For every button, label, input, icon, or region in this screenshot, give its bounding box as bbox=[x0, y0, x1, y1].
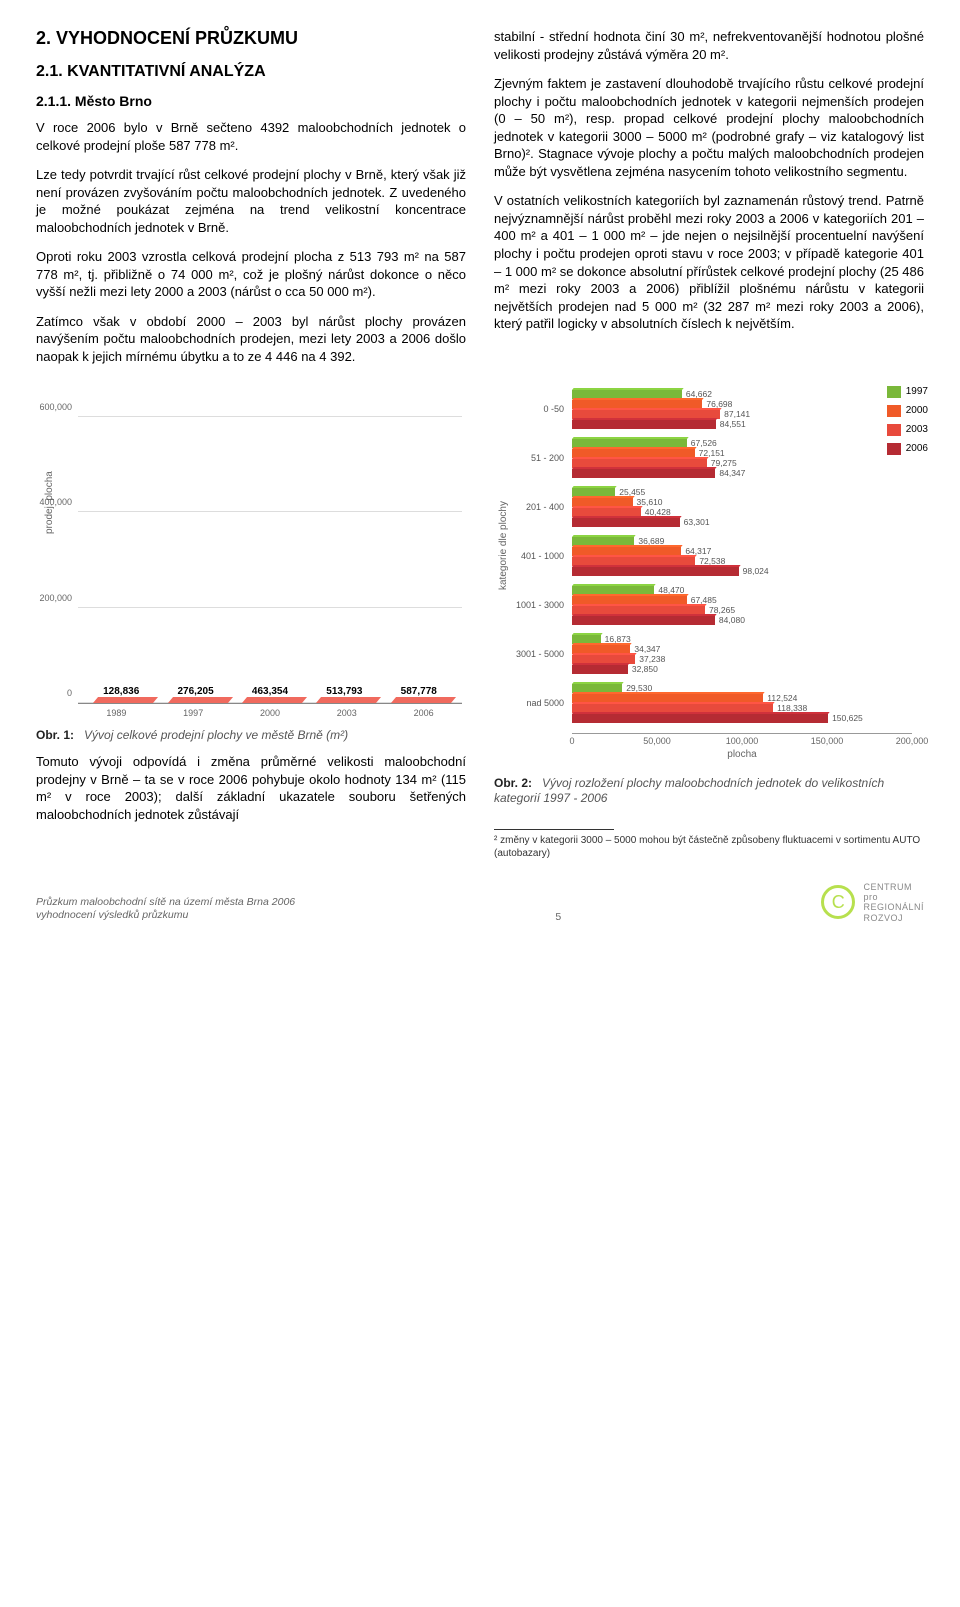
para: Zatímco však v období 2000 – 2003 byl ná… bbox=[36, 313, 466, 366]
hbar bbox=[572, 420, 716, 429]
bar-chart-ytick: 600,000 bbox=[30, 402, 72, 412]
hbar-group: 3001 - 500016,87334,34737,23832,850 bbox=[572, 635, 924, 674]
footer-logo: C CENTRUM pro REGIONÁLNÍ ROZVOJ bbox=[821, 882, 924, 923]
hbar bbox=[572, 714, 828, 723]
bar-chart-col: prodej. plocha 0200,000400,000600,000128… bbox=[36, 386, 466, 860]
hbar-xtick: 50,000 bbox=[643, 736, 671, 746]
hbar-xtick: 100,000 bbox=[726, 736, 759, 746]
hbar-group-label: 1001 - 3000 bbox=[494, 600, 564, 610]
page-number: 5 bbox=[555, 911, 561, 923]
fig2-label: Obr. 2: bbox=[494, 776, 532, 790]
bar-chart-ytick: 400,000 bbox=[30, 497, 72, 507]
hbar-group: 0 -5064,66276,69887,14184,551 bbox=[572, 390, 924, 429]
hbar-value-label: 32,850 bbox=[632, 664, 658, 674]
hbar-value-label: 34,347 bbox=[634, 644, 660, 654]
hbar-value-label: 98,024 bbox=[743, 566, 769, 576]
fig1-text: Vývoj celkové prodejní plochy ve městě B… bbox=[84, 728, 348, 742]
fig1-caption: Obr. 1: Vývoj celkové prodejní plochy ve… bbox=[36, 728, 466, 744]
left-text-col: 2. VYHODNOCENÍ PRŮZKUMU 2.1. KVANTITATIV… bbox=[36, 28, 466, 378]
hbar-xtick: 0 bbox=[569, 736, 574, 746]
bar-chart-xtick: 1997 bbox=[164, 704, 222, 718]
heading-3: 2.1.1. Město Brno bbox=[36, 93, 466, 109]
fig2-caption: Obr. 2: Vývoj rozložení plochy maloobcho… bbox=[494, 776, 924, 807]
hbar-group-label: 201 - 400 bbox=[494, 502, 564, 512]
hbar-xtick: 150,000 bbox=[811, 736, 844, 746]
footer-left: Průzkum maloobchodní sítě na území města… bbox=[36, 896, 295, 923]
bar-value-label: 463,354 bbox=[252, 686, 288, 697]
logo-circle-icon: C bbox=[821, 885, 855, 919]
hbar-group-label: 51 - 200 bbox=[494, 453, 564, 463]
hbar-value-label: 63,301 bbox=[684, 517, 710, 527]
footnote: ² změny v kategorii 3000 – 5000 mohou bý… bbox=[494, 834, 924, 860]
bar-value-label: 513,793 bbox=[326, 686, 362, 697]
footer-line2: vyhodnocení výsledků průzkumu bbox=[36, 909, 188, 921]
top-text-columns: 2. VYHODNOCENÍ PRŮZKUMU 2.1. KVANTITATIV… bbox=[36, 28, 924, 378]
footer-line1: Průzkum maloobchodní sítě na území města… bbox=[36, 896, 295, 908]
hbar-ylabel: kategorie dle plochy bbox=[498, 501, 509, 590]
hbar-value-label: 84,551 bbox=[720, 419, 746, 429]
para: V ostatních velikostních kategoriích byl… bbox=[494, 192, 924, 332]
hbar bbox=[572, 616, 715, 625]
bar-value-label: 587,778 bbox=[401, 686, 437, 697]
hbar-value-label: 87,141 bbox=[724, 409, 750, 419]
para: stabilní - střední hodnota činí 30 m², n… bbox=[494, 28, 924, 63]
bar-chart-xtick: 2000 bbox=[241, 704, 299, 718]
logo-line: ROZVOJ bbox=[863, 913, 924, 923]
hbar-group: 401 - 100036,68964,31772,53898,024 bbox=[572, 537, 924, 576]
hbar-group-label: 0 -50 bbox=[494, 404, 564, 414]
hbar-value-label: 84,080 bbox=[719, 615, 745, 625]
heading-1: 2. VYHODNOCENÍ PRŮZKUMU bbox=[36, 28, 466, 49]
para: Tomuto vývoji odpovídá i změna průměrné … bbox=[36, 753, 466, 823]
hbar-group: 51 - 20067,52672,15179,27584,347 bbox=[572, 439, 924, 478]
page-footer: Průzkum maloobchodní sítě na území města… bbox=[36, 882, 924, 923]
bar-chart-ytick: 200,000 bbox=[30, 593, 72, 603]
hbar-group: nad 500029,530112,524118,338150,625 bbox=[572, 684, 924, 723]
para: Zjevným faktem je zastavení dlouhodobě t… bbox=[494, 75, 924, 180]
hbar-group: 201 - 40025,45535,61040,42863,301 bbox=[572, 488, 924, 527]
bar-chart-ytick: 0 bbox=[30, 688, 72, 698]
hbar-value-label: 37,238 bbox=[639, 654, 665, 664]
bar-value-label: 276,205 bbox=[178, 686, 214, 697]
hbar bbox=[572, 665, 628, 674]
logo-line: CENTRUM bbox=[863, 882, 924, 892]
bar-chart-xtick: 2003 bbox=[318, 704, 376, 718]
bar-chart: prodej. plocha 0200,000400,000600,000128… bbox=[36, 394, 466, 718]
hbar bbox=[572, 469, 715, 478]
fig1-label: Obr. 1: bbox=[36, 728, 74, 742]
fig2-text: Vývoj rozložení plochy maloobchodních je… bbox=[494, 776, 884, 806]
charts-row: prodej. plocha 0200,000400,000600,000128… bbox=[36, 386, 924, 860]
hbar-value-label: 84,347 bbox=[719, 468, 745, 478]
hbar-chart-col: 1997200020032006 kategorie dle plochy 0 … bbox=[494, 386, 924, 860]
hbar bbox=[572, 567, 739, 576]
logo-line: REGIONÁLNÍ bbox=[863, 902, 924, 912]
hbar-group-label: 401 - 1000 bbox=[494, 551, 564, 561]
para: Oproti roku 2003 vzrostla celková prodej… bbox=[36, 248, 466, 301]
hbar-group: 1001 - 300048,47067,48578,26584,080 bbox=[572, 586, 924, 625]
hbar-chart: kategorie dle plochy 0 -5064,66276,69887… bbox=[494, 390, 924, 760]
para: V roce 2006 bylo v Brně sečteno 4392 mal… bbox=[36, 119, 466, 154]
hbar-group-label: nad 5000 bbox=[494, 698, 564, 708]
hbar-xlabel: plocha bbox=[572, 749, 912, 760]
bar-chart-xtick: 2006 bbox=[395, 704, 453, 718]
logo-line: pro bbox=[863, 892, 924, 902]
hbar-xtick: 200,000 bbox=[896, 736, 929, 746]
hbar-value-label: 150,625 bbox=[832, 713, 863, 723]
hbar bbox=[572, 518, 680, 527]
hbar-group-label: 3001 - 5000 bbox=[494, 649, 564, 659]
para: Lze tedy potvrdit trvající růst celkové … bbox=[36, 166, 466, 236]
footnote-rule bbox=[494, 829, 614, 830]
right-text-col: stabilní - střední hodnota činí 30 m², n… bbox=[494, 28, 924, 378]
bar-value-label: 128,836 bbox=[103, 686, 139, 697]
heading-2: 2.1. KVANTITATIVNÍ ANALÝZA bbox=[36, 63, 466, 81]
bar-chart-xtick: 1989 bbox=[88, 704, 146, 718]
